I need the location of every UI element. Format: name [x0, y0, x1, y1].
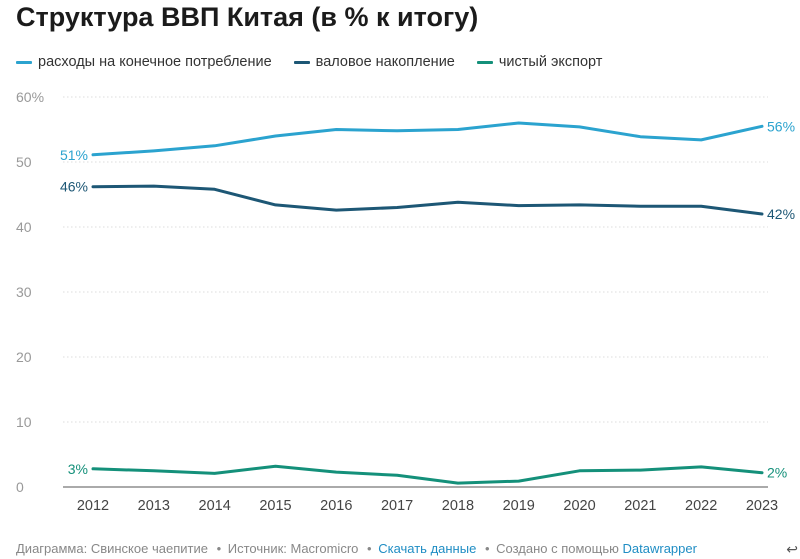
legend-swatch — [293, 60, 310, 64]
chart-legend: расходы на конечное потребление валовое … — [16, 54, 602, 70]
x-tick-label: 2022 — [685, 498, 717, 514]
legend-label: чистый экспорт — [498, 54, 603, 70]
legend-swatch — [16, 60, 32, 64]
legend-item-net-export: чистый экспорт — [476, 54, 603, 70]
y-tick-label: 50 — [16, 154, 32, 170]
start-data-label: 3% — [68, 461, 88, 477]
chart-title: Структура ВВП Китая (в % к итогу) — [16, 2, 479, 32]
footer-separator: • — [484, 541, 490, 556]
return-arrow-icon[interactable]: ↩ — [786, 541, 798, 557]
y-tick-label: 30 — [16, 284, 32, 300]
footer-credit: Диаграмма: Свинское чаепитие — [16, 541, 208, 556]
legend-item-consumption: расходы на конечное потребление — [16, 54, 272, 70]
y-tick-label: 60% — [16, 89, 44, 105]
x-tick-label: 2023 — [746, 498, 778, 514]
footer-created-with: Создано с помощью — [496, 541, 619, 556]
x-tick-label: 2013 — [138, 498, 170, 514]
x-tick-label: 2021 — [624, 498, 656, 514]
series-line — [91, 184, 764, 216]
x-tick-label: 2019 — [503, 498, 535, 514]
legend-item-accumulation: валовое накопление — [293, 54, 455, 70]
legend-label: расходы на конечное потребление — [38, 54, 272, 70]
datawrapper-link[interactable]: Datawrapper — [622, 541, 697, 556]
series-line — [91, 464, 764, 485]
download-data-link[interactable]: Скачать данные — [378, 541, 477, 556]
y-tick-label: 20 — [16, 349, 32, 365]
legend-label: валовое накопление — [315, 54, 455, 70]
end-data-label: 2% — [767, 465, 787, 481]
footer-separator: • — [216, 541, 222, 556]
x-tick-label: 2014 — [199, 498, 231, 514]
line-chart: 0 10 20 30 40 50 60% 2012 2013 2014 2015 2016 2017 20… — [16, 89, 797, 514]
x-tick-label: 2017 — [381, 498, 413, 514]
y-tick-label: 10 — [16, 414, 32, 430]
chart-footer: Диаграмма: Свинское чаепитие • Источник:… — [16, 541, 697, 556]
series-line — [91, 121, 764, 157]
y-tick-label: 0 — [16, 479, 24, 495]
start-data-label: 46% — [60, 179, 88, 195]
end-data-label: 42% — [767, 206, 795, 222]
end-data-label: 56% — [767, 118, 795, 134]
start-data-label: 51% — [60, 147, 88, 163]
x-tick-label: 2012 — [77, 498, 109, 514]
x-tick-label: 2018 — [442, 498, 474, 514]
footer-separator: • — [367, 541, 372, 556]
legend-swatch — [476, 60, 493, 64]
x-tick-label: 2016 — [320, 498, 352, 514]
x-tick-label: 2020 — [563, 498, 595, 514]
footer-source: Источник: Macromicro — [227, 541, 359, 556]
x-tick-label: 2015 — [259, 498, 291, 514]
y-tick-label: 40 — [16, 219, 32, 235]
